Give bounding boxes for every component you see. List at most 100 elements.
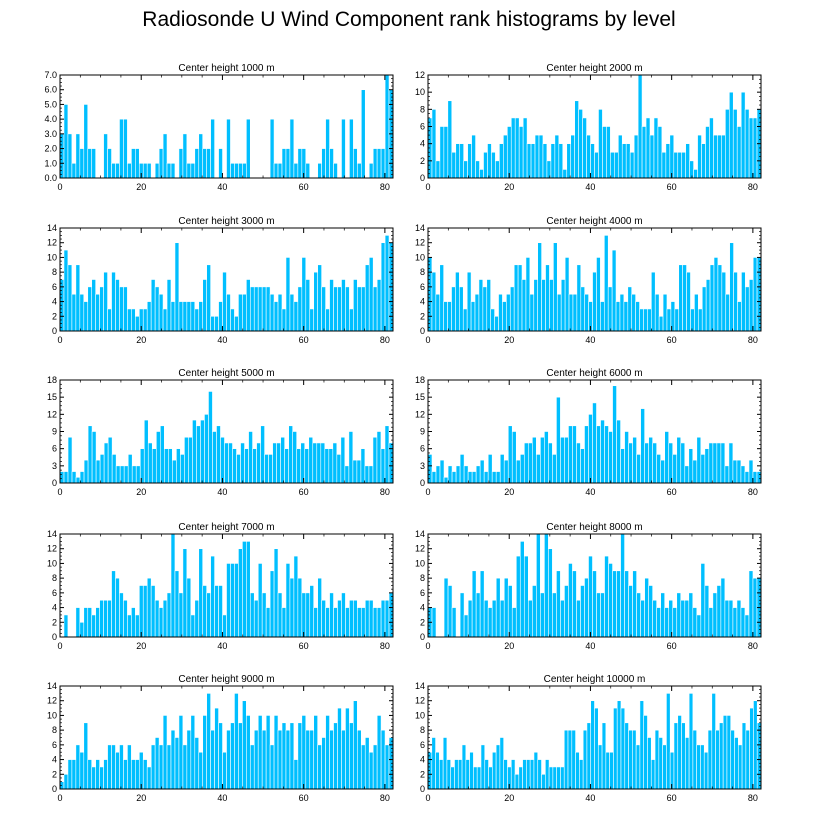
y-tick-label: 6: [420, 588, 425, 598]
bar: [91, 431, 97, 484]
panel-title: Center height 2000 m: [546, 63, 642, 74]
bar: [107, 744, 112, 790]
bar: [376, 607, 382, 638]
bar: [584, 577, 589, 638]
bar: [435, 465, 441, 484]
bar: [666, 308, 672, 332]
bar: [523, 442, 529, 484]
bar: [349, 722, 354, 790]
bar: [487, 607, 493, 638]
bar: [641, 126, 647, 179]
bar: [560, 766, 565, 790]
bar: [376, 715, 382, 790]
bar: [572, 570, 577, 638]
bar: [151, 448, 157, 484]
bar: [725, 109, 730, 179]
y-tick-label: 4: [420, 755, 425, 765]
bar: [317, 162, 322, 179]
bar: [357, 162, 362, 179]
bar: [234, 162, 239, 179]
bar: [194, 148, 200, 179]
bar: [522, 759, 527, 790]
bar: [75, 264, 81, 332]
bar: [681, 151, 686, 179]
bar: [552, 454, 557, 484]
bar: [304, 448, 310, 484]
x-tick-label: 80: [380, 335, 390, 345]
panel-title: Center height 6000 m: [546, 368, 642, 379]
bar: [87, 607, 93, 638]
bar: [661, 151, 667, 179]
bar: [454, 759, 459, 790]
bar: [483, 151, 488, 179]
bar: [636, 454, 641, 484]
bar: [658, 315, 664, 332]
bar: [624, 431, 629, 484]
y-tick-label: 8: [420, 267, 425, 277]
bar: [666, 693, 671, 790]
bar: [740, 607, 746, 638]
bar: [732, 459, 738, 484]
bar: [150, 279, 156, 332]
bar: [87, 148, 93, 179]
bar: [447, 585, 453, 638]
bar: [639, 308, 644, 332]
bar: [272, 442, 277, 484]
y-tick-label: 7.0: [44, 70, 57, 80]
bar: [549, 279, 554, 332]
panel-3: Center height 3000 m 0 2 4 6 8 10 12 14 0 20 40 60 80: [47, 216, 394, 345]
bar: [87, 759, 93, 790]
bar: [71, 162, 77, 179]
bar: [533, 751, 539, 790]
x-tick-label: 0: [57, 182, 62, 192]
x-tick-label: 0: [57, 793, 62, 803]
bar: [285, 148, 291, 179]
y-tick-label: 4: [52, 297, 57, 307]
bar: [336, 454, 342, 484]
bar: [309, 585, 315, 638]
bar: [228, 442, 233, 484]
bar: [568, 293, 574, 332]
bar: [198, 301, 204, 332]
bar: [238, 162, 243, 179]
bar: [321, 599, 326, 638]
panel-title: Center height 3000 m: [178, 216, 274, 227]
bar: [99, 286, 104, 332]
bar: [357, 286, 362, 332]
bar: [502, 301, 507, 332]
y-tick-label: 14: [415, 529, 425, 539]
bar: [123, 599, 128, 638]
bar: [341, 592, 346, 638]
bar: [713, 257, 719, 332]
bar: [721, 271, 727, 332]
bar: [360, 286, 366, 332]
bar: [598, 109, 603, 179]
bar: [146, 766, 152, 790]
bar: [526, 143, 532, 179]
bar: [337, 286, 342, 332]
bar: [123, 286, 128, 332]
bar: [639, 700, 644, 790]
bar: [234, 315, 239, 332]
x-tick-label: 0: [425, 182, 430, 192]
x-tick-label: 20: [136, 487, 146, 497]
bar: [590, 700, 595, 790]
bar: [614, 151, 619, 179]
figure-title: Radiosonde U Wind Component rank histogr…: [142, 8, 676, 31]
x-tick-label: 80: [748, 641, 758, 651]
x-tick-label: 80: [380, 182, 390, 192]
bar: [688, 693, 694, 790]
y-tick-label: 15: [47, 392, 57, 402]
bar: [704, 448, 710, 484]
bar: [360, 448, 366, 484]
y-tick-label: 1.0: [44, 158, 57, 168]
x-tick-label: 80: [380, 641, 390, 651]
bar: [352, 459, 358, 484]
bar: [384, 235, 390, 332]
bar: [79, 148, 85, 179]
bar: [616, 570, 621, 638]
bar: [63, 249, 69, 332]
bar: [138, 751, 144, 790]
bar: [490, 308, 495, 332]
y-tick-label: 0: [420, 784, 425, 794]
